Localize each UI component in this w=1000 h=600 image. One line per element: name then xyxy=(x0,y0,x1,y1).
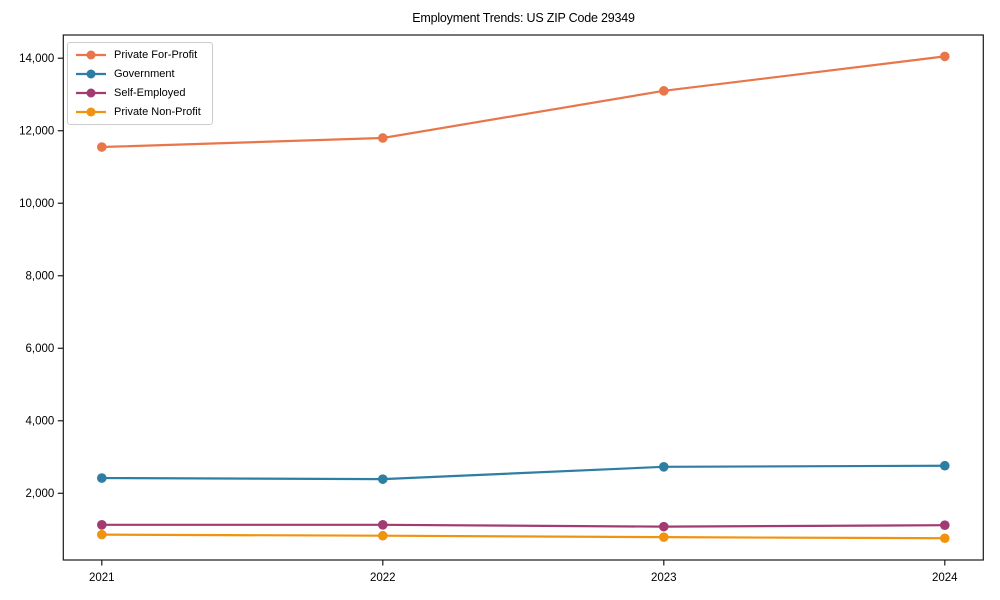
data-point-private-for-profit xyxy=(97,142,107,152)
x-axis-tick-label: 2023 xyxy=(651,572,677,584)
series-line-private-non-profit xyxy=(101,533,945,540)
data-point-government xyxy=(378,474,388,484)
x-axis-tick-label: 2024 xyxy=(932,572,958,584)
data-point-government xyxy=(659,462,669,472)
legend-item-label: Government xyxy=(114,68,175,81)
data-point-self-employed xyxy=(659,521,669,532)
data-point-private-non-profit xyxy=(378,530,388,541)
legend-item-private-non-profit: Private Non-Profit xyxy=(75,106,205,118)
x-axis-tick-label: 2022 xyxy=(370,572,396,584)
data-point-government xyxy=(97,473,107,483)
data-point-private-non-profit xyxy=(940,533,950,544)
legend-item-self-employed: Self-Employed xyxy=(75,87,205,99)
plot-frame xyxy=(62,34,984,561)
series-line-self-employed xyxy=(101,523,945,528)
series-line-government xyxy=(101,464,945,481)
y-axis-tick-label: 4,000 xyxy=(26,416,55,428)
data-point-private-for-profit xyxy=(378,133,388,143)
data-point-self-employed xyxy=(378,520,388,530)
chart-title: Employment Trends: US ZIP Code 29349 xyxy=(412,11,635,25)
y-axis-tick-label: 12,000 xyxy=(19,126,54,138)
y-axis-tick-label: 10,000 xyxy=(19,198,54,210)
x-axis-tick-label: 2021 xyxy=(89,572,115,584)
legend-marker-icon xyxy=(76,69,106,79)
legend: Private For-Profit Government Self-Employe… xyxy=(67,42,213,125)
data-point-government xyxy=(940,460,950,471)
data-point-self-employed xyxy=(97,520,107,530)
legend-item-label: Self-Employed xyxy=(114,86,186,99)
y-axis-tick-label: 6,000 xyxy=(26,343,55,355)
legend-item-government: Government xyxy=(75,68,205,80)
y-axis-tick-label: 14,000 xyxy=(19,53,54,65)
data-point-private-non-profit xyxy=(97,529,107,540)
series-line-private-for-profit xyxy=(101,55,945,149)
legend-item-private-for-profit: Private For-Profit xyxy=(75,49,205,61)
legend-marker-icon xyxy=(76,50,106,60)
data-point-self-employed xyxy=(940,520,950,530)
y-axis-tick-label: 8,000 xyxy=(26,271,55,283)
legend-item-label: Private Non-Profit xyxy=(114,105,201,118)
data-point-private-for-profit xyxy=(940,51,950,62)
data-point-private-for-profit xyxy=(659,86,669,96)
legend-item-label: Private For-Profit xyxy=(114,49,198,62)
legend-marker-icon xyxy=(76,107,106,117)
legend-marker-icon xyxy=(76,88,106,98)
data-point-private-non-profit xyxy=(659,532,669,542)
y-axis-tick-label: 2,000 xyxy=(26,488,55,500)
